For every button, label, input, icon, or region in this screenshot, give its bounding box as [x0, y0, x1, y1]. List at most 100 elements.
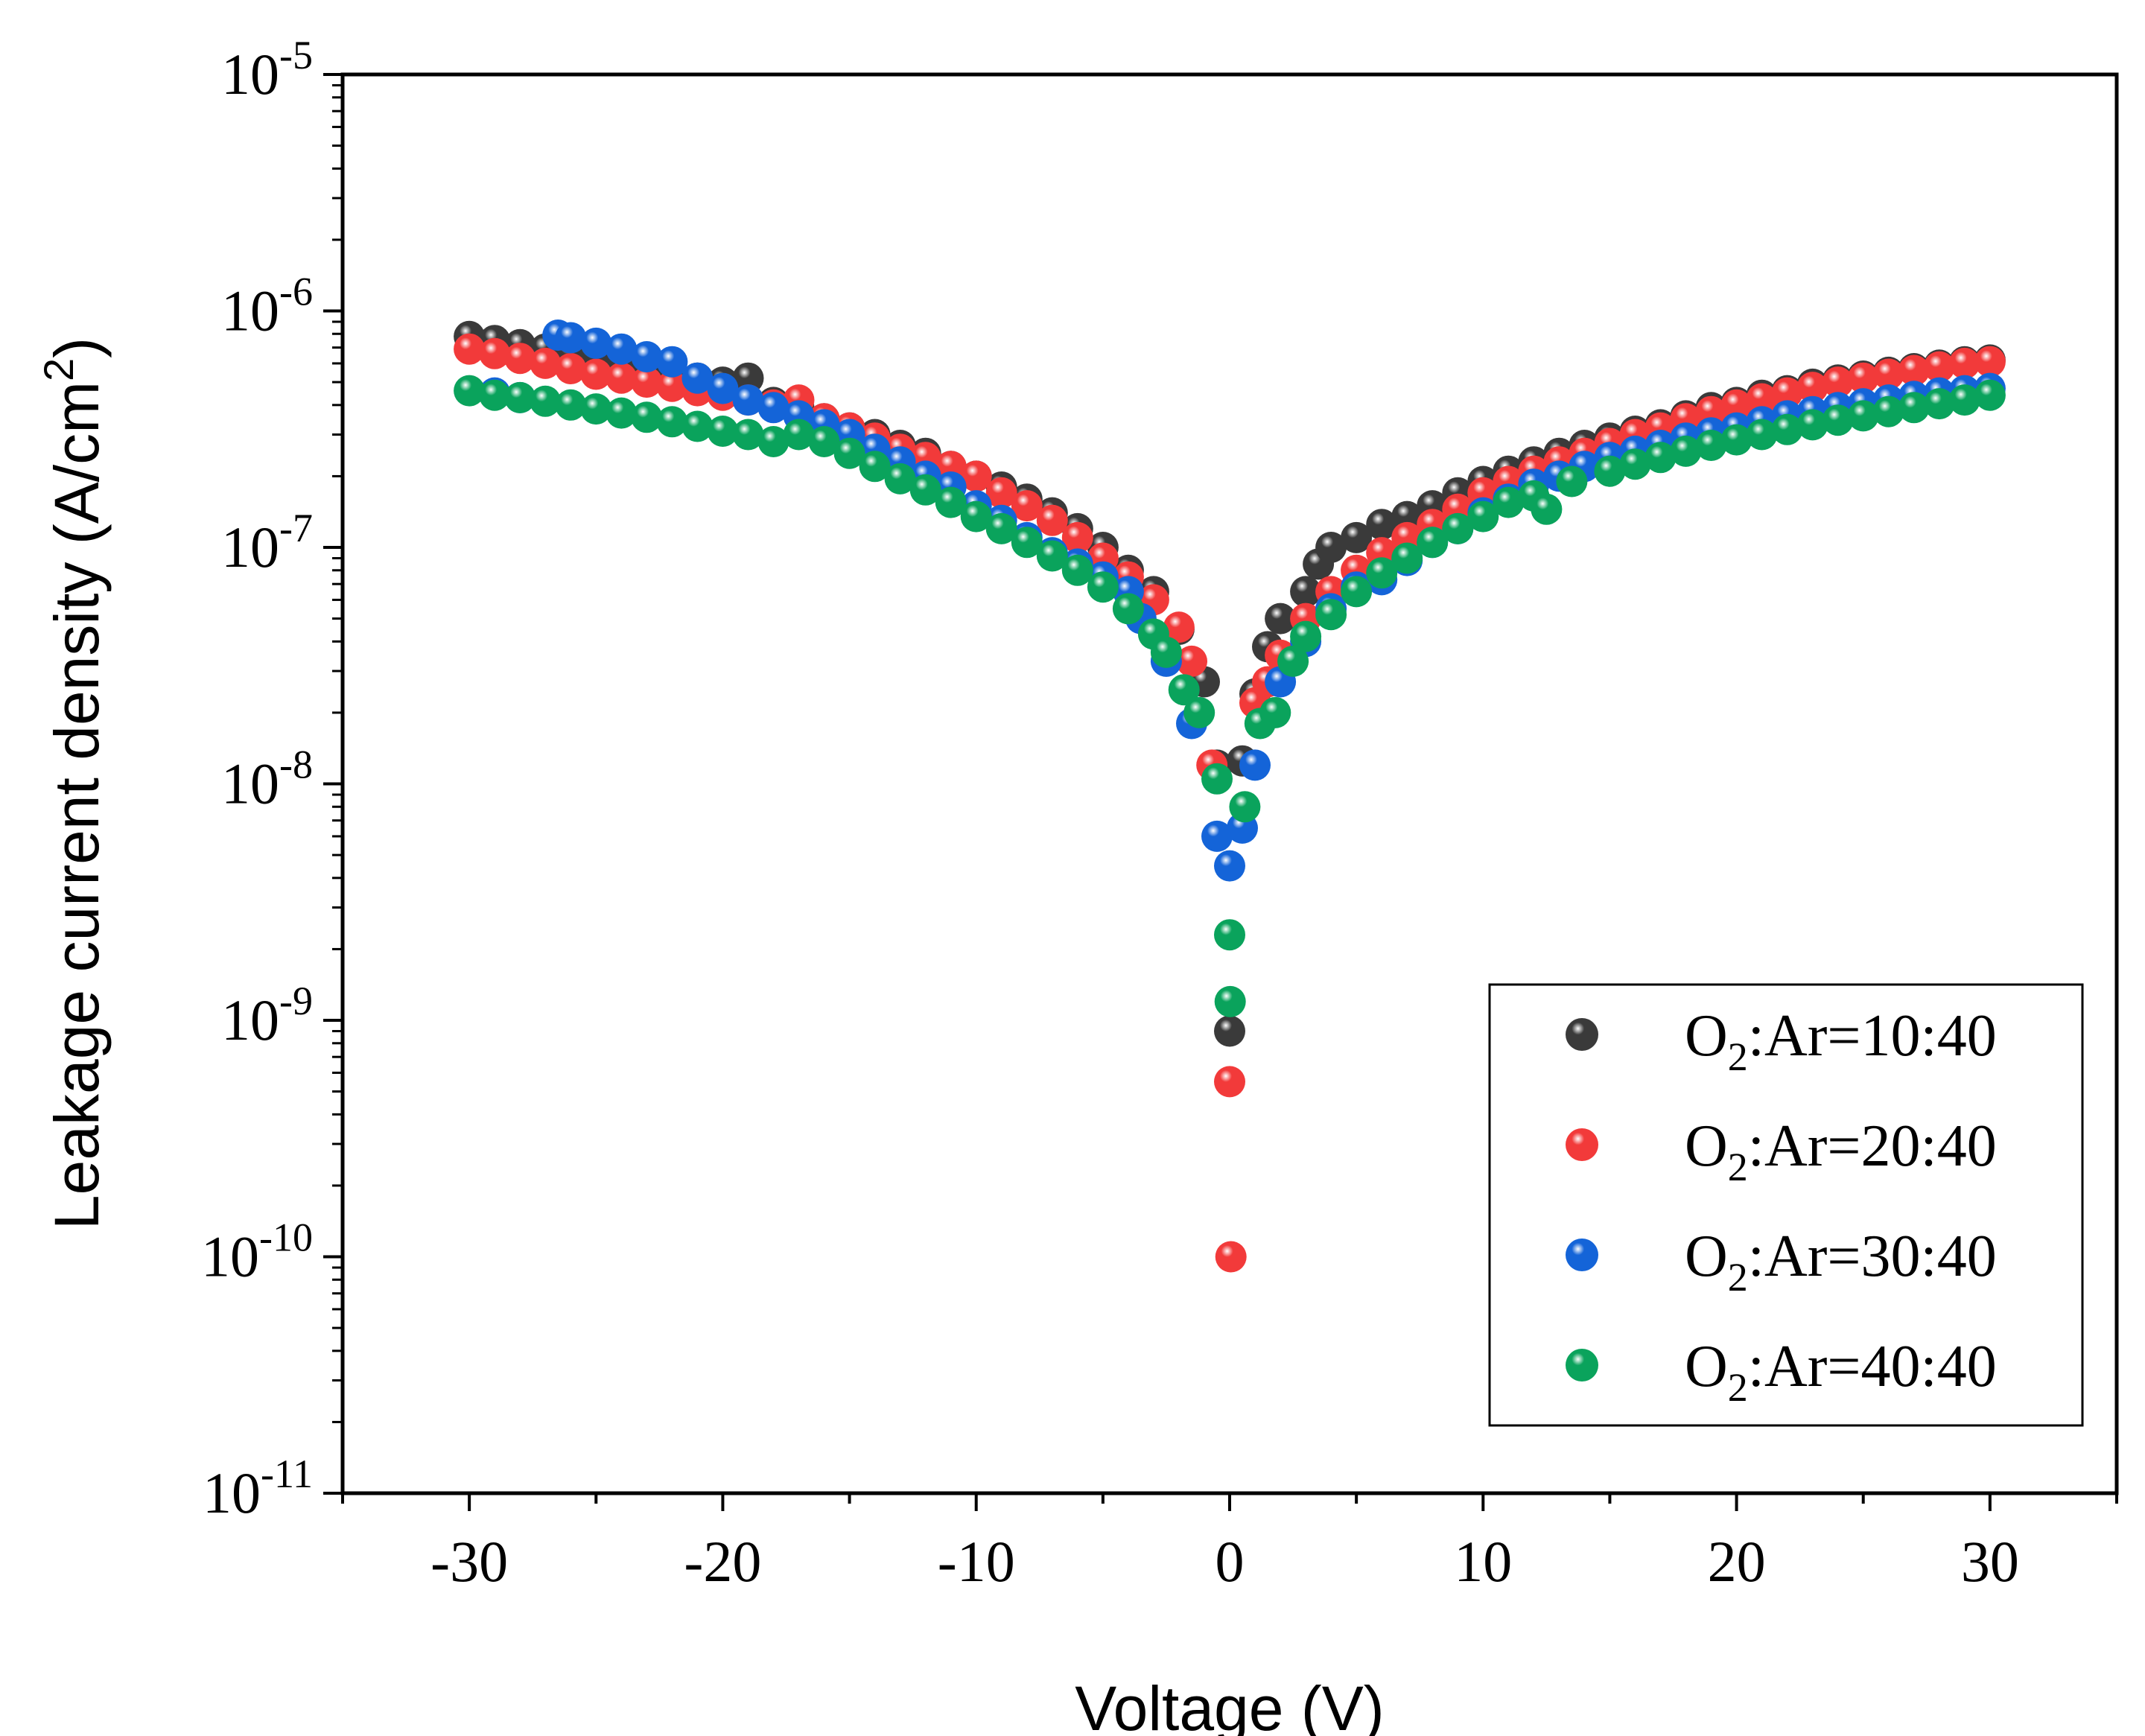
data-point: [580, 358, 612, 390]
x-axis-ticks: -30 -20 -10 0 10 20 30: [341, 1493, 2118, 1594]
data-point: [1847, 362, 1879, 394]
data-point: [1847, 400, 1879, 432]
data-point: [1290, 576, 1322, 608]
data-point: [1277, 645, 1309, 677]
y-tick-label: 10-6: [221, 270, 313, 343]
data-point: [1594, 455, 1626, 487]
data-point: [732, 419, 764, 451]
data-point: [479, 337, 511, 369]
data-point: [1176, 645, 1207, 677]
x-tick-label: 0: [1216, 1529, 1245, 1594]
legend-label: O2:Ar=30:40: [1685, 1224, 1997, 1300]
data-point: [707, 372, 739, 404]
data-point: [1290, 620, 1322, 652]
y-axis-title: Leakage current density (A/cm2): [35, 337, 112, 1230]
x-tick-label: -20: [684, 1529, 761, 1594]
data-point: [1061, 554, 1093, 586]
legend-marker: [1566, 1018, 1598, 1051]
data-point: [1771, 413, 1803, 445]
data-point: [1366, 557, 1398, 589]
data-point: [1112, 593, 1144, 625]
data-point: [504, 381, 536, 413]
y-tick-label: 10-10: [201, 1215, 313, 1289]
data-point: [1619, 448, 1651, 480]
legend-label: O2:Ar=40:40: [1685, 1334, 1997, 1410]
data-point: [985, 477, 1017, 509]
data-point: [1366, 509, 1398, 541]
data-point: [1168, 674, 1200, 706]
data-point: [960, 460, 992, 492]
y-tick-label: 10-9: [221, 979, 313, 1052]
data-point: [909, 474, 941, 506]
data-point: [1746, 383, 1778, 415]
data-point: [1948, 347, 1980, 379]
data-point: [1036, 540, 1068, 572]
data-point: [504, 343, 536, 375]
data-point: [1720, 424, 1752, 456]
data-point: [1036, 504, 1068, 536]
data-point: [1087, 571, 1119, 603]
data-point: [1183, 696, 1216, 728]
data-point: [1467, 500, 1499, 532]
data-point: [935, 486, 967, 518]
y-axis-title-main: Leakage current density (A/cm: [42, 381, 112, 1230]
y-tick-label: 10-5: [221, 33, 313, 106]
data-point: [1214, 919, 1245, 951]
y-axis-title-close: ): [42, 337, 112, 358]
data-point: [1315, 532, 1347, 563]
data-point: [783, 419, 815, 451]
data-point: [960, 500, 992, 532]
x-tick-label: -10: [938, 1529, 1015, 1594]
data-point: [707, 416, 739, 447]
data-point: [1391, 542, 1423, 574]
data-point: [1061, 521, 1093, 553]
data-point: [530, 347, 562, 379]
data-point: [1771, 377, 1803, 409]
data-point: [656, 346, 688, 378]
data-points: [454, 319, 2006, 1273]
y-tick-label: 10-8: [221, 743, 313, 816]
data-point: [1315, 599, 1347, 631]
x-axis-title: Voltage (V): [1075, 1673, 1385, 1736]
data-point: [1341, 521, 1373, 553]
data-point: [681, 362, 714, 394]
data-point: [757, 392, 789, 424]
data-point: [606, 333, 638, 365]
data-point: [808, 426, 840, 457]
data-point: [1442, 512, 1474, 544]
data-point: [631, 401, 663, 433]
data-point: [1872, 358, 1904, 390]
data-point: [1556, 465, 1588, 497]
legend-marker: [1566, 1128, 1598, 1161]
data-point: [555, 389, 587, 421]
data-point: [1201, 763, 1233, 795]
data-point: [1822, 404, 1854, 436]
data-point: [1214, 850, 1245, 882]
legend-marker: [1566, 1239, 1598, 1271]
data-point: [1214, 1066, 1245, 1098]
data-point: [1011, 490, 1043, 522]
legend: O2:Ar=10:40 O2:Ar=20:40 O2:Ar=30:40 O2:Ar=4…: [1488, 983, 2084, 1427]
data-point: [1796, 409, 1828, 441]
data-point: [884, 462, 916, 495]
data-point: [1259, 696, 1291, 728]
data-point: [1644, 442, 1677, 474]
data-point: [1898, 392, 1930, 424]
data-point: [1011, 527, 1043, 559]
data-point: [656, 406, 688, 438]
data-point: [1695, 430, 1727, 461]
data-point: [1265, 602, 1297, 635]
data-point: [1948, 384, 1980, 416]
data-point: [1214, 985, 1246, 1017]
data-point: [479, 379, 511, 411]
data-point: [1150, 636, 1182, 668]
data-point: [631, 341, 663, 372]
data-point: [1796, 372, 1828, 404]
data-point: [1417, 527, 1449, 559]
data-point: [1923, 351, 1955, 383]
data-point: [1201, 820, 1233, 852]
data-point: [454, 333, 486, 365]
data-point: [833, 437, 865, 469]
y-axis-title-sup: 2: [35, 358, 82, 381]
